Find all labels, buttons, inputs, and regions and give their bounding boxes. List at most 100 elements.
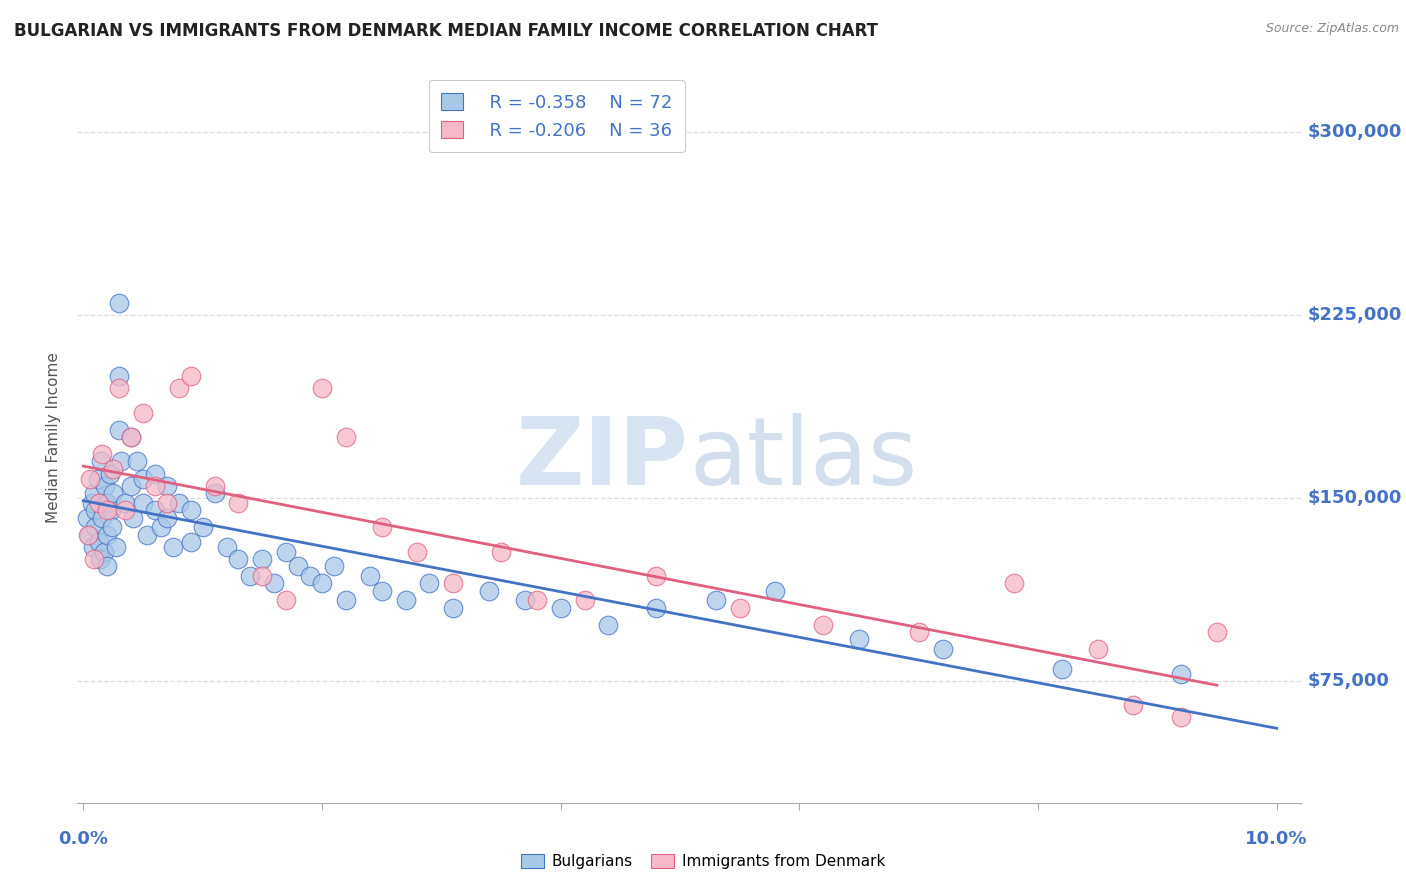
Y-axis label: Median Family Income: Median Family Income <box>46 351 62 523</box>
Point <box>83 486 105 500</box>
Point <box>574 593 596 607</box>
Point <box>84 520 107 534</box>
Point <box>108 423 131 437</box>
Point <box>149 520 172 534</box>
Point <box>143 503 166 517</box>
Point <box>811 617 834 632</box>
Point <box>335 593 357 607</box>
Point <box>370 583 392 598</box>
Point <box>406 544 429 558</box>
Point <box>104 540 127 554</box>
Text: $225,000: $225,000 <box>1308 306 1402 324</box>
Point <box>322 559 344 574</box>
Point <box>90 454 112 468</box>
Text: 0.0%: 0.0% <box>58 830 108 847</box>
Text: $150,000: $150,000 <box>1308 489 1402 507</box>
Point <box>418 576 440 591</box>
Point <box>167 496 190 510</box>
Point <box>167 381 190 395</box>
Point <box>228 496 250 510</box>
Point <box>228 552 250 566</box>
Point <box>156 510 179 524</box>
Point <box>77 527 100 541</box>
Point <box>96 559 118 574</box>
Point <box>931 642 953 657</box>
Point <box>77 527 100 541</box>
Point <box>263 576 285 591</box>
Point <box>80 496 103 510</box>
Point <box>299 569 322 583</box>
Point <box>1170 710 1192 724</box>
Point <box>1206 625 1229 640</box>
Point <box>191 520 214 534</box>
Point <box>108 296 131 310</box>
Point <box>645 600 668 615</box>
Point <box>108 381 131 395</box>
Point <box>162 540 184 554</box>
Point <box>287 559 309 574</box>
Point <box>93 544 115 558</box>
Point <box>79 471 101 485</box>
Text: 10.0%: 10.0% <box>1246 830 1308 847</box>
Point <box>907 625 929 640</box>
Point <box>252 552 274 566</box>
Point <box>180 369 202 384</box>
Legend: Bulgarians, Immigrants from Denmark: Bulgarians, Immigrants from Denmark <box>515 847 891 875</box>
Point <box>180 535 202 549</box>
Point <box>1002 576 1025 591</box>
Point <box>1087 642 1109 657</box>
Point <box>143 479 166 493</box>
Text: $75,000: $75,000 <box>1308 672 1389 690</box>
Point <box>120 430 142 444</box>
Point <box>84 503 107 517</box>
Point <box>359 569 381 583</box>
Point <box>87 535 110 549</box>
Point <box>848 632 870 647</box>
Point <box>489 544 512 558</box>
Point <box>645 569 668 583</box>
Text: ZIP: ZIP <box>516 413 689 505</box>
Point <box>132 471 155 485</box>
Point <box>82 540 104 554</box>
Point <box>204 486 226 500</box>
Text: atlas: atlas <box>689 413 917 505</box>
Point <box>765 583 787 598</box>
Point <box>132 406 155 420</box>
Point <box>252 569 274 583</box>
Point <box>89 552 111 566</box>
Point <box>311 576 333 591</box>
Point <box>1170 666 1192 681</box>
Point <box>180 503 202 517</box>
Point <box>87 496 110 510</box>
Point <box>96 503 118 517</box>
Point <box>101 520 124 534</box>
Point <box>335 430 357 444</box>
Point <box>311 381 333 395</box>
Point <box>96 527 118 541</box>
Point <box>204 479 226 493</box>
Point <box>132 496 155 510</box>
Point <box>239 569 262 583</box>
Point <box>83 552 105 566</box>
Point <box>125 454 148 468</box>
Text: $300,000: $300,000 <box>1308 123 1402 141</box>
Point <box>394 593 416 607</box>
Point <box>1050 662 1073 676</box>
Point <box>110 454 132 468</box>
Point <box>120 479 142 493</box>
Point <box>135 527 157 541</box>
Point <box>156 479 179 493</box>
Point <box>1122 698 1144 713</box>
Point <box>370 520 392 534</box>
Point <box>276 544 298 558</box>
Point <box>122 510 145 524</box>
Point <box>120 430 142 444</box>
Point <box>526 593 548 607</box>
Point <box>91 510 114 524</box>
Point <box>441 576 464 591</box>
Point <box>441 600 464 615</box>
Point <box>513 593 536 607</box>
Point <box>143 467 166 481</box>
Point <box>478 583 501 598</box>
Point <box>598 617 620 632</box>
